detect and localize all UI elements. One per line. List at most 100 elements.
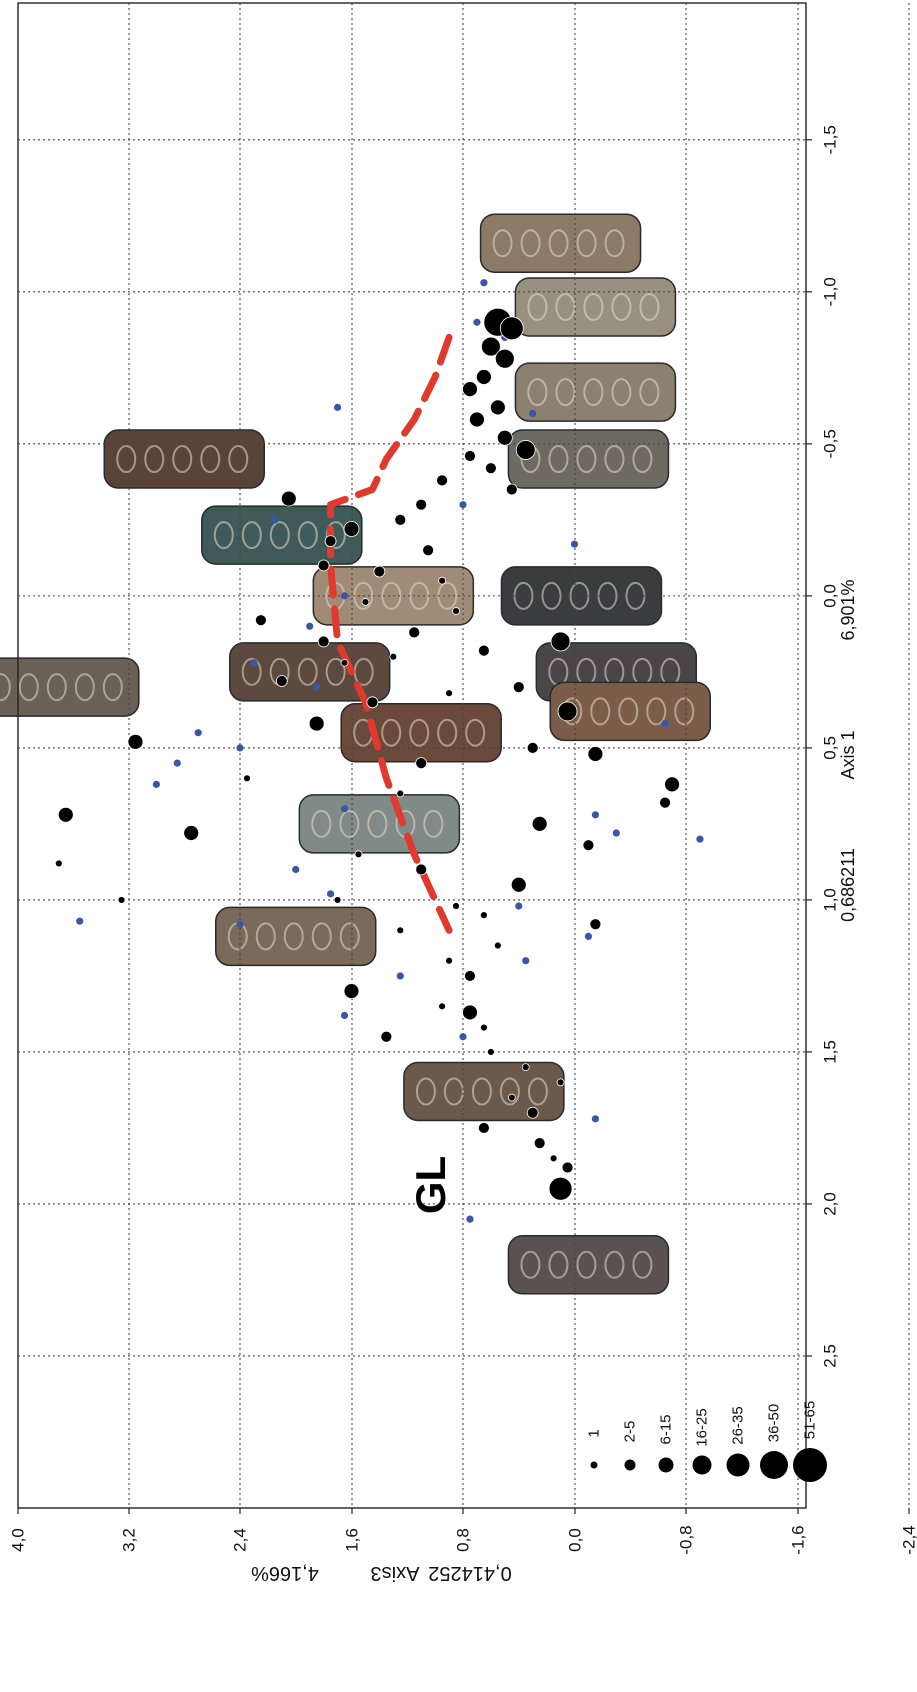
blue-data-point <box>661 720 668 727</box>
artifact-photo-body <box>515 278 675 336</box>
legend-marker <box>793 1448 827 1482</box>
black-data-point <box>590 919 601 930</box>
black-data-point <box>446 690 453 697</box>
blue-data-point <box>271 516 278 523</box>
x-axis-eigenvalue: 0,686211 <box>838 848 858 922</box>
y-axis-tick-label: -0,8 <box>677 1525 696 1554</box>
y-axis-tick-label: 2,4 <box>231 1528 250 1552</box>
black-data-point <box>397 790 404 797</box>
x-axis-tick-label: 0,5 <box>821 736 840 760</box>
artifact-photo <box>515 278 675 336</box>
black-data-point <box>476 369 491 384</box>
y-axis-tick-label: 3,2 <box>120 1528 139 1552</box>
blue-data-point <box>459 1033 466 1040</box>
artifact-photo-body <box>515 363 675 421</box>
artifact-photo-body <box>508 430 668 488</box>
black-data-point <box>437 475 448 486</box>
black-data-point <box>462 382 477 397</box>
black-data-point <box>446 957 453 964</box>
black-data-point <box>487 1048 494 1055</box>
black-data-point <box>318 560 329 571</box>
black-data-point <box>522 1064 529 1071</box>
black-data-point <box>480 912 487 919</box>
black-data-point <box>494 942 501 949</box>
black-data-point <box>325 536 336 547</box>
artifact-photo-body <box>216 907 376 965</box>
black-data-point <box>558 702 577 721</box>
y-axis-tick-label: 1,6 <box>343 1528 362 1552</box>
black-data-point <box>416 864 427 875</box>
blue-data-point <box>250 659 257 666</box>
legend-label: 16-25 <box>694 1408 711 1446</box>
black-data-point <box>453 903 460 910</box>
blue-data-point <box>341 805 348 812</box>
legend-marker <box>693 1456 712 1475</box>
legend-label: 6-15 <box>658 1414 675 1444</box>
black-data-point <box>588 746 603 761</box>
blue-data-point <box>696 836 703 843</box>
y-axis-tick-label: 0,0 <box>566 1528 585 1552</box>
black-data-point <box>500 317 523 340</box>
artifact-photo-body <box>404 1062 564 1120</box>
legend-label: 1 <box>586 1429 603 1437</box>
blue-data-point <box>327 890 334 897</box>
black-data-point <box>58 807 73 822</box>
black-data-point <box>397 927 404 934</box>
artifact-photo <box>299 795 459 853</box>
black-data-point <box>255 615 266 626</box>
blue-data-point <box>592 811 599 818</box>
x-axis-tick-label: 1,5 <box>821 1040 840 1064</box>
legend-marker <box>659 1458 674 1473</box>
blue-data-point <box>341 1012 348 1019</box>
black-data-point <box>513 682 524 693</box>
artifact-photo <box>481 214 641 272</box>
black-data-point <box>55 860 62 867</box>
black-data-point <box>276 676 287 687</box>
legend-label: 2-5 <box>622 1421 639 1443</box>
artifact-photo <box>341 704 501 762</box>
artifact-photo-body <box>202 506 362 564</box>
black-data-point <box>439 1003 446 1010</box>
y-axis-tick-label: -1,6 <box>789 1525 808 1554</box>
x-axis-tick-label: 2,0 <box>821 1192 840 1216</box>
blue-data-point <box>76 918 83 925</box>
black-data-point <box>344 521 359 536</box>
black-data-point <box>527 1107 538 1118</box>
black-data-point <box>416 758 427 769</box>
black-data-point <box>478 1122 489 1133</box>
black-data-point <box>534 1138 545 1149</box>
artifact-photo <box>216 907 376 965</box>
y-axis-tick-label: -2,4 <box>900 1525 917 1554</box>
black-data-point <box>478 645 489 656</box>
black-data-point <box>532 816 547 831</box>
artifact-photo <box>515 363 675 421</box>
blue-data-point <box>313 683 320 690</box>
blue-data-point <box>306 623 313 630</box>
blue-data-point <box>153 781 160 788</box>
artifact-photo <box>404 1062 564 1120</box>
x-axis-tick-label: -1,0 <box>821 277 840 306</box>
artifact-photo <box>202 506 362 564</box>
black-data-point <box>490 400 505 415</box>
annotation-gl: GL <box>407 1156 454 1214</box>
black-data-point <box>660 797 671 808</box>
artifact-photo-body <box>341 704 501 762</box>
blue-data-point <box>473 319 480 326</box>
black-data-point <box>362 598 369 605</box>
black-data-point <box>464 451 475 462</box>
black-data-point <box>118 896 125 903</box>
x-axis-tick-label: 1,0 <box>821 888 840 912</box>
blue-data-point <box>466 1216 473 1223</box>
black-data-point <box>344 984 359 999</box>
black-data-point <box>374 566 385 577</box>
y-axis-tick-label: 0,8 <box>454 1528 473 1552</box>
black-data-point <box>423 545 434 556</box>
black-data-point <box>557 1079 564 1086</box>
black-data-point <box>409 627 420 638</box>
black-data-point <box>439 577 446 584</box>
black-data-point <box>453 608 460 615</box>
black-data-point <box>381 1031 392 1042</box>
blue-data-point <box>292 866 299 873</box>
x-axis-percent: 6,901% <box>838 579 858 640</box>
